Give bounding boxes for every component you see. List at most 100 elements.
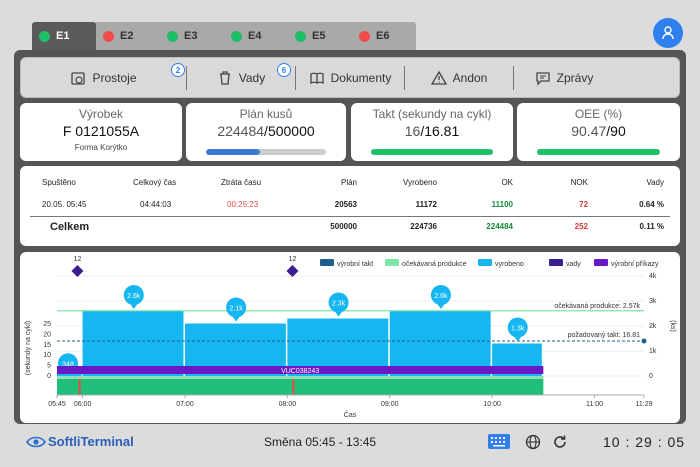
product-code: F 0121055A: [62, 123, 140, 139]
message-icon: [536, 71, 550, 86]
product-card: Výrobek F 0121055A Forma Korýtko: [20, 103, 182, 161]
takt-label: požadovaný takt: 16.81: [568, 332, 640, 339]
x-tick-label: 08:00: [279, 401, 297, 408]
oee-total: 90: [610, 123, 626, 139]
refresh-icon[interactable]: [552, 434, 568, 450]
x-tick-label: 10:00: [483, 401, 501, 408]
user-icon: [662, 26, 674, 40]
y-left-tick-label: 20: [43, 331, 51, 338]
col-header: Plán: [340, 178, 357, 187]
book-icon: [309, 72, 324, 84]
col-header: OK: [501, 178, 513, 187]
divider: [404, 65, 405, 90]
downtime-icon: [71, 71, 86, 85]
keyboard-icon[interactable]: [488, 434, 510, 449]
legend-label: očekávaná produkce: [402, 261, 467, 268]
status-band: [57, 376, 544, 395]
footer: SoftliTerminal Směna 05:45 - 13:45 10 : …: [0, 424, 700, 467]
total-label: Celkem: [50, 221, 90, 233]
prostoje-button[interactable]: Prostoje 2: [21, 57, 186, 98]
value-pin: [328, 292, 349, 313]
tab-e4[interactable]: E4: [224, 22, 288, 50]
production-order-bar: [57, 366, 544, 374]
prostoje-label: Prostoje: [92, 70, 137, 85]
production-chart[interactable]: výrobní takt očekávaná produkce vyrobeno va…: [20, 252, 680, 423]
user-avatar-button[interactable]: [653, 18, 683, 48]
app-logo: SoftliTerminal: [48, 434, 134, 449]
tab-label: E2: [120, 30, 134, 42]
prostoje-badge: 2: [171, 63, 185, 77]
cell: 0.11 %: [639, 222, 664, 231]
x-tick-label: 09:00: [381, 401, 399, 408]
plan-value: 224484: [217, 123, 265, 139]
globe-icon[interactable]: [525, 434, 541, 450]
production-bar: [82, 311, 184, 376]
y-right-tick-label: 1k: [649, 348, 657, 355]
status-band-top: [57, 376, 544, 379]
cell: 500000: [330, 222, 357, 231]
cell: 0.64 %: [639, 200, 664, 209]
oee-value: 90.47: [571, 123, 607, 139]
table-total-row: Celkem 500000 224736 224484 252 0.11 %: [20, 221, 680, 236]
y-left-tick-label: 0: [47, 373, 51, 380]
x-tick-label: 11:29: [636, 401, 653, 408]
cell: 224736: [410, 222, 437, 231]
col-header: Vyrobeno: [403, 178, 437, 187]
defect-marker: [286, 265, 299, 277]
table-header: Spuštěno Celkový čas Ztráta času Plán Vy…: [20, 178, 680, 192]
x-axis-label: Čas: [344, 410, 357, 419]
y-left-tick-label: 25: [43, 321, 51, 328]
tab-e6[interactable]: E6: [352, 22, 416, 50]
divider: [295, 65, 296, 90]
andon-button[interactable]: Andon: [405, 57, 513, 98]
legend-swatch: [385, 259, 399, 266]
plan-card: Plán kusů 224484/500000: [186, 103, 346, 161]
legend-label: výrobní příkazy: [611, 261, 659, 268]
value-pin-label: 1.3k: [511, 326, 525, 333]
x-tick-label: 05:45: [48, 401, 66, 408]
defect-label: 12: [289, 256, 297, 263]
value-pin-label: 348: [62, 361, 74, 368]
y-right-tick-label: 0: [649, 373, 653, 380]
oee-progress-bar: [537, 149, 660, 155]
takt-title: Takt (sekundy na cykl): [372, 107, 492, 121]
oee-title: OEE (%): [574, 107, 623, 121]
trash-icon: [219, 70, 230, 85]
takt-card: Takt (sekundy na cykl) 16/16.81: [351, 103, 513, 161]
status-dot-icon: [103, 30, 114, 42]
legend-label: výrobní takt: [337, 261, 373, 268]
value-pin: [226, 297, 247, 318]
tab-e3[interactable]: E3: [160, 22, 224, 50]
product-title: Výrobek: [78, 107, 124, 121]
tab-label: E5: [312, 30, 326, 42]
dokumenty-button[interactable]: Dokumenty: [296, 57, 404, 98]
cell-nok: 72: [579, 200, 588, 209]
vady-label: Vady: [238, 70, 266, 85]
y-right-axis-label: (ks): [669, 320, 676, 332]
plan-total: 500000: [267, 123, 315, 139]
legend-label: vyrobeno: [495, 261, 524, 268]
tab-label: E4: [248, 30, 262, 42]
oee-card: OEE (%) 90.47/90: [517, 103, 680, 161]
takt-value: 16: [404, 123, 421, 139]
status-dot-icon: [231, 30, 242, 42]
cell-ok: 224484: [486, 222, 513, 231]
andon-label: Andon: [452, 70, 488, 85]
cell: 04:44:03: [140, 200, 172, 209]
plan-progress-fill: [206, 149, 260, 155]
shift-label: Směna 05:45 - 13:45: [264, 435, 377, 449]
vady-button[interactable]: Vady 6: [187, 57, 295, 98]
col-header: Ztráta času: [221, 178, 262, 187]
downtime-marker: [78, 376, 81, 395]
tab-e1[interactable]: E1: [32, 22, 96, 50]
tab-e5[interactable]: E5: [288, 22, 352, 50]
warning-icon: [430, 70, 447, 85]
cell: 20563: [334, 200, 357, 209]
zpravy-button[interactable]: Zprávy: [514, 57, 614, 98]
plan-title: Plán kusů: [239, 107, 293, 121]
cell-loss: 00:25:23: [227, 200, 259, 209]
production-order-label: VUC038243: [281, 368, 319, 375]
toolbar: Prostoje 2 Vady 6 Dokumenty Andon Zprávy: [20, 57, 680, 98]
tab-e2[interactable]: E2: [96, 22, 160, 50]
col-header: Celkový čas: [133, 178, 177, 187]
